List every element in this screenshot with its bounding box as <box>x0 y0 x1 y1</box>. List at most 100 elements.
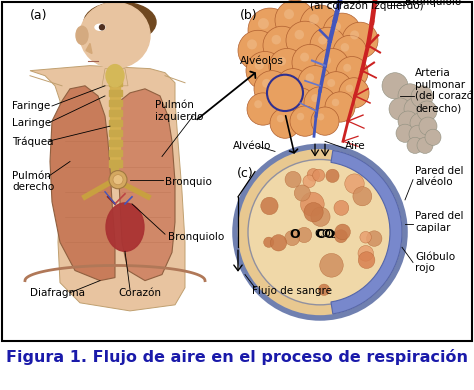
Polygon shape <box>50 86 115 281</box>
Circle shape <box>307 168 319 181</box>
Text: Glóbulo
rojo: Glóbulo rojo <box>415 252 455 273</box>
Circle shape <box>389 98 411 120</box>
Ellipse shape <box>106 203 144 251</box>
Polygon shape <box>30 66 185 311</box>
Text: Vena pulmonar
(al corazón izquierdo): Vena pulmonar (al corazón izquierdo) <box>310 0 424 11</box>
Circle shape <box>272 35 281 44</box>
Circle shape <box>382 73 408 99</box>
Polygon shape <box>102 69 128 86</box>
Circle shape <box>297 227 312 243</box>
Circle shape <box>346 85 353 92</box>
Circle shape <box>396 124 414 142</box>
Circle shape <box>269 48 305 85</box>
Circle shape <box>335 224 350 240</box>
Circle shape <box>309 14 319 24</box>
Text: CO: CO <box>315 228 335 241</box>
Circle shape <box>247 39 257 50</box>
Circle shape <box>261 89 295 123</box>
Circle shape <box>333 35 367 70</box>
Text: CO$_2$: CO$_2$ <box>314 227 337 241</box>
Circle shape <box>398 111 418 131</box>
Text: Arteria
pulmonar
(del corazón
derecho): Arteria pulmonar (del corazón derecho) <box>415 69 474 113</box>
Circle shape <box>306 73 314 82</box>
Circle shape <box>294 185 310 201</box>
Circle shape <box>290 106 320 136</box>
Circle shape <box>286 21 324 60</box>
Circle shape <box>410 113 430 133</box>
Circle shape <box>336 57 368 89</box>
Circle shape <box>342 22 378 58</box>
Circle shape <box>238 30 278 71</box>
Circle shape <box>339 78 369 108</box>
Circle shape <box>366 231 382 246</box>
Circle shape <box>270 108 300 138</box>
Circle shape <box>248 160 392 305</box>
Bar <box>109 140 122 146</box>
Circle shape <box>360 231 372 243</box>
Circle shape <box>304 87 336 119</box>
Bar <box>109 151 122 156</box>
Bar <box>109 90 122 96</box>
Circle shape <box>248 8 292 53</box>
Text: Tráquea: Tráquea <box>12 136 54 147</box>
Circle shape <box>300 5 340 45</box>
Bar <box>109 110 122 116</box>
Text: Flujo de sangre: Flujo de sangre <box>252 286 332 296</box>
Text: Bronquiolo: Bronquiolo <box>168 232 224 242</box>
Circle shape <box>353 187 372 206</box>
Ellipse shape <box>106 65 124 87</box>
Text: (c): (c) <box>237 167 254 180</box>
Circle shape <box>417 101 437 121</box>
Circle shape <box>320 254 343 277</box>
Circle shape <box>285 230 300 246</box>
Text: Diafragma: Diafragma <box>30 288 85 298</box>
Circle shape <box>343 64 351 72</box>
Circle shape <box>113 175 123 185</box>
Circle shape <box>258 18 269 29</box>
Circle shape <box>335 230 347 243</box>
Circle shape <box>298 66 332 100</box>
Polygon shape <box>118 89 175 281</box>
Circle shape <box>409 125 427 144</box>
Circle shape <box>311 94 319 102</box>
Circle shape <box>285 171 301 188</box>
Circle shape <box>407 137 423 153</box>
Circle shape <box>235 146 405 318</box>
Circle shape <box>277 115 284 122</box>
Circle shape <box>291 95 299 103</box>
Circle shape <box>417 137 433 153</box>
Polygon shape <box>331 151 402 314</box>
Circle shape <box>332 99 339 106</box>
Text: Pared del
alvéolo: Pared del alvéolo <box>415 166 464 188</box>
Circle shape <box>323 56 331 65</box>
Circle shape <box>263 26 301 65</box>
Circle shape <box>300 53 309 62</box>
Circle shape <box>331 22 341 31</box>
Ellipse shape <box>76 26 88 44</box>
Circle shape <box>267 75 303 111</box>
Circle shape <box>313 169 325 181</box>
Circle shape <box>317 113 324 121</box>
Circle shape <box>262 79 271 88</box>
Circle shape <box>320 72 352 104</box>
Circle shape <box>425 129 441 145</box>
Circle shape <box>325 92 355 122</box>
Circle shape <box>327 79 335 87</box>
Circle shape <box>269 97 277 105</box>
Circle shape <box>315 48 349 83</box>
Bar <box>110 86 120 167</box>
Text: Pared del
capilar: Pared del capilar <box>415 211 464 233</box>
Circle shape <box>301 192 324 216</box>
Text: O: O <box>290 228 301 241</box>
Circle shape <box>264 237 274 247</box>
Circle shape <box>261 197 278 215</box>
Circle shape <box>311 107 339 135</box>
Circle shape <box>283 76 292 85</box>
Circle shape <box>358 252 375 269</box>
Text: Pulmón
derecho: Pulmón derecho <box>12 171 54 193</box>
Text: Bronquio: Bronquio <box>165 177 212 187</box>
Circle shape <box>284 88 316 120</box>
Circle shape <box>297 113 304 121</box>
Text: Corazón: Corazón <box>118 288 161 298</box>
Circle shape <box>292 44 328 81</box>
